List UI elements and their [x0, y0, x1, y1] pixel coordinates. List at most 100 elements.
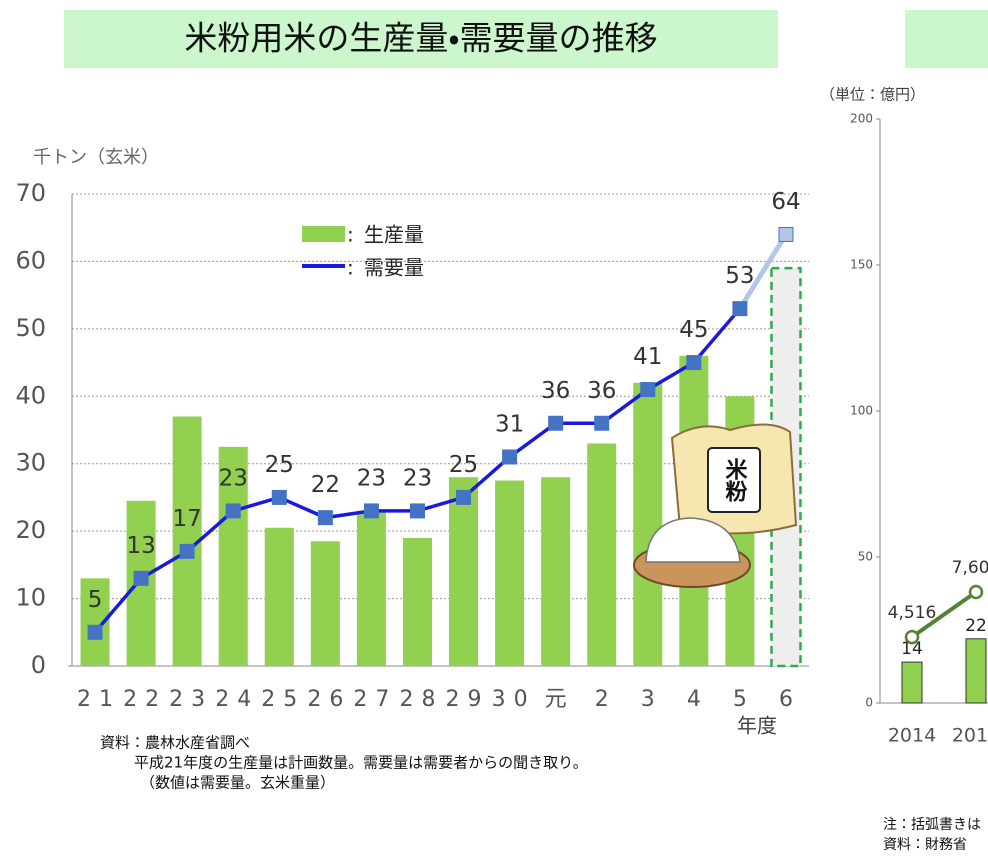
data-label: 22 — [965, 616, 987, 636]
data-label: 36 — [587, 378, 616, 404]
bar — [965, 638, 987, 704]
data-label: 14 — [901, 639, 923, 659]
marker — [133, 570, 149, 586]
x-tick-label: 29 — [446, 687, 490, 712]
bar — [587, 443, 617, 666]
data-label: 7,600 — [952, 558, 988, 578]
note: 注：括弧書きは — [883, 817, 981, 833]
legend-separator: : — [347, 256, 354, 280]
title-box — [64, 10, 778, 68]
y-tick-label: 0 — [865, 696, 873, 710]
marker — [968, 584, 984, 600]
x-tick-label: 元 — [545, 687, 575, 712]
data-label: 13 — [126, 533, 155, 559]
illustration-label: 米粉 — [722, 458, 748, 503]
y-tick-label: 20 — [15, 516, 46, 544]
x-tick-label: 2 — [595, 687, 617, 712]
data-label: 23 — [219, 465, 248, 491]
marker — [87, 624, 103, 640]
y-tick-label: 70 — [15, 179, 46, 207]
y-tick-label: 0 — [31, 651, 46, 679]
y-tick-label: 30 — [15, 449, 46, 477]
x-tick-label: 25 — [261, 687, 305, 712]
y-tick-label: 50 — [858, 550, 873, 564]
y-tick-label: 10 — [15, 584, 46, 612]
chart-title: 米粉用米の生産量・需要量の推移 — [184, 19, 657, 58]
data-label: 45 — [679, 317, 708, 343]
x-tick-label: 23 — [169, 687, 213, 712]
data-label: 5 — [88, 587, 103, 613]
marker — [409, 503, 425, 519]
x-tick-label: 30 — [492, 687, 536, 712]
bar — [449, 477, 479, 666]
bar — [218, 446, 248, 666]
bar — [264, 527, 294, 666]
y-tick-label: 50 — [15, 314, 46, 342]
marker — [317, 510, 333, 526]
bag-label — [707, 447, 761, 513]
legend-separator: : — [347, 223, 354, 247]
marker — [640, 382, 656, 398]
x-tick-label: 24 — [215, 687, 259, 712]
x-tick-label: 4 — [687, 687, 709, 712]
bar — [541, 477, 571, 666]
legend-label: 生産量 — [364, 223, 424, 247]
legend: : 生産量 : 需要量 — [302, 223, 424, 280]
y-tick-label: 200 — [850, 112, 873, 126]
marker — [456, 489, 472, 505]
data-label: 31 — [495, 411, 524, 437]
marker — [904, 629, 920, 645]
bar — [901, 661, 923, 704]
line — [93, 233, 788, 634]
x-tick-label: 3 — [641, 687, 663, 712]
y-tick-label: 100 — [850, 404, 873, 418]
data-label: 64 — [771, 189, 800, 215]
x-tick-label: 2015 — [952, 725, 988, 747]
data-label: 23 — [357, 465, 386, 491]
x-tick-label: 2014 — [888, 725, 936, 747]
unit-label: （単位：億円） — [820, 86, 925, 104]
marker — [686, 355, 702, 371]
data-label: 17 — [173, 506, 202, 532]
x-tick-label: 27 — [353, 687, 397, 712]
marker — [778, 226, 794, 242]
x-axis-label: 年度 — [737, 714, 777, 738]
note: 資料：財務省 — [883, 837, 967, 853]
note: 資料：農林水産省調べ — [100, 734, 250, 752]
marker — [548, 415, 564, 431]
bar — [310, 541, 340, 666]
projected-segment — [737, 233, 789, 310]
marker — [732, 301, 748, 317]
y-tick-label: 60 — [15, 246, 46, 274]
rice-flour-illustration: 米粉 — [633, 423, 798, 588]
marker — [502, 449, 518, 465]
x-tick-label: 26 — [307, 687, 351, 712]
bar — [633, 382, 663, 666]
data-label: 25 — [265, 452, 294, 478]
data-label: 22 — [311, 472, 340, 498]
x-tick-label: 6 — [779, 687, 801, 712]
marker — [179, 543, 195, 559]
bar — [495, 480, 525, 666]
x-tick-label: 5 — [733, 687, 755, 712]
y-tick-label: 40 — [15, 381, 46, 409]
legend-label: 需要量 — [364, 256, 424, 280]
marker — [594, 415, 610, 431]
data-label: 23 — [403, 465, 432, 491]
marker — [225, 503, 241, 519]
data-label: 25 — [449, 452, 478, 478]
rice — [645, 517, 741, 563]
data-label: 41 — [633, 344, 662, 370]
bar — [402, 537, 432, 666]
bar — [356, 510, 386, 666]
y-tick-label: 150 — [850, 258, 873, 272]
marker — [363, 503, 379, 519]
marker — [271, 489, 287, 505]
y-axis-label: 千トン（玄米） — [33, 147, 159, 168]
line — [910, 590, 978, 639]
title-box — [905, 10, 988, 68]
x-tick-label: 21 — [77, 687, 121, 712]
data-label: 4,516 — [888, 603, 937, 623]
